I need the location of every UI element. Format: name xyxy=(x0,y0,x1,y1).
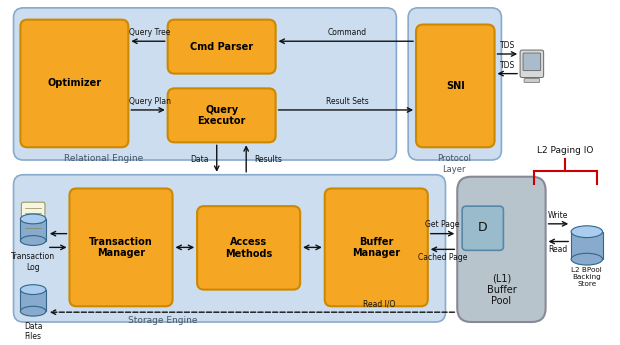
Ellipse shape xyxy=(20,236,46,245)
Bar xyxy=(20,289,46,311)
Text: D: D xyxy=(478,221,487,234)
Text: Transaction
Log: Transaction Log xyxy=(11,252,55,272)
FancyBboxPatch shape xyxy=(14,8,396,160)
FancyBboxPatch shape xyxy=(167,88,276,142)
Text: Command: Command xyxy=(328,28,367,37)
FancyBboxPatch shape xyxy=(520,50,544,78)
Text: Results: Results xyxy=(254,155,282,164)
Ellipse shape xyxy=(20,214,46,224)
FancyBboxPatch shape xyxy=(523,53,541,71)
Text: Data
Files: Data Files xyxy=(24,322,42,342)
Text: L2 Paging IO: L2 Paging IO xyxy=(537,146,593,155)
Text: Relational Engine: Relational Engine xyxy=(64,154,143,163)
Text: Optimizer: Optimizer xyxy=(47,78,102,88)
FancyBboxPatch shape xyxy=(416,24,495,147)
FancyBboxPatch shape xyxy=(524,79,540,82)
FancyBboxPatch shape xyxy=(20,20,128,147)
Ellipse shape xyxy=(571,253,603,265)
Text: Cmd Parser: Cmd Parser xyxy=(190,42,253,52)
Text: Cached Page: Cached Page xyxy=(418,253,467,262)
Text: Buffer
Manager: Buffer Manager xyxy=(352,237,401,258)
Ellipse shape xyxy=(20,285,46,295)
Text: SNI: SNI xyxy=(446,81,464,91)
Text: Data: Data xyxy=(190,155,209,164)
Text: Result Sets: Result Sets xyxy=(326,97,369,106)
Text: TDS: TDS xyxy=(500,61,515,70)
Ellipse shape xyxy=(20,306,46,316)
Text: Query
Executor: Query Executor xyxy=(197,105,246,126)
Text: Query Tree: Query Tree xyxy=(130,28,170,37)
Text: Access
Methods: Access Methods xyxy=(225,237,272,259)
Text: (L1)
Buffer
Pool: (L1) Buffer Pool xyxy=(487,273,516,306)
Text: Get Page: Get Page xyxy=(425,220,460,229)
FancyBboxPatch shape xyxy=(462,206,503,250)
Text: Write: Write xyxy=(548,211,569,220)
FancyBboxPatch shape xyxy=(325,188,428,306)
FancyBboxPatch shape xyxy=(197,206,300,289)
FancyBboxPatch shape xyxy=(408,8,502,160)
Text: Storage Engine: Storage Engine xyxy=(128,316,198,325)
FancyBboxPatch shape xyxy=(14,175,446,322)
Bar xyxy=(20,219,46,240)
Text: TDS: TDS xyxy=(500,41,515,50)
Text: L2 BPool
Backing
Store: L2 BPool Backing Store xyxy=(572,267,602,287)
Bar xyxy=(571,232,603,259)
FancyBboxPatch shape xyxy=(167,20,276,73)
FancyBboxPatch shape xyxy=(458,177,546,322)
FancyBboxPatch shape xyxy=(69,188,172,306)
Text: Transaction
Manager: Transaction Manager xyxy=(89,237,153,258)
Text: Protocol
Layer: Protocol Layer xyxy=(437,154,471,174)
Text: Read: Read xyxy=(549,245,568,254)
Text: Query Plan: Query Plan xyxy=(129,97,171,106)
Ellipse shape xyxy=(571,226,603,238)
FancyBboxPatch shape xyxy=(21,202,45,232)
Text: Read I/O: Read I/O xyxy=(363,299,395,308)
